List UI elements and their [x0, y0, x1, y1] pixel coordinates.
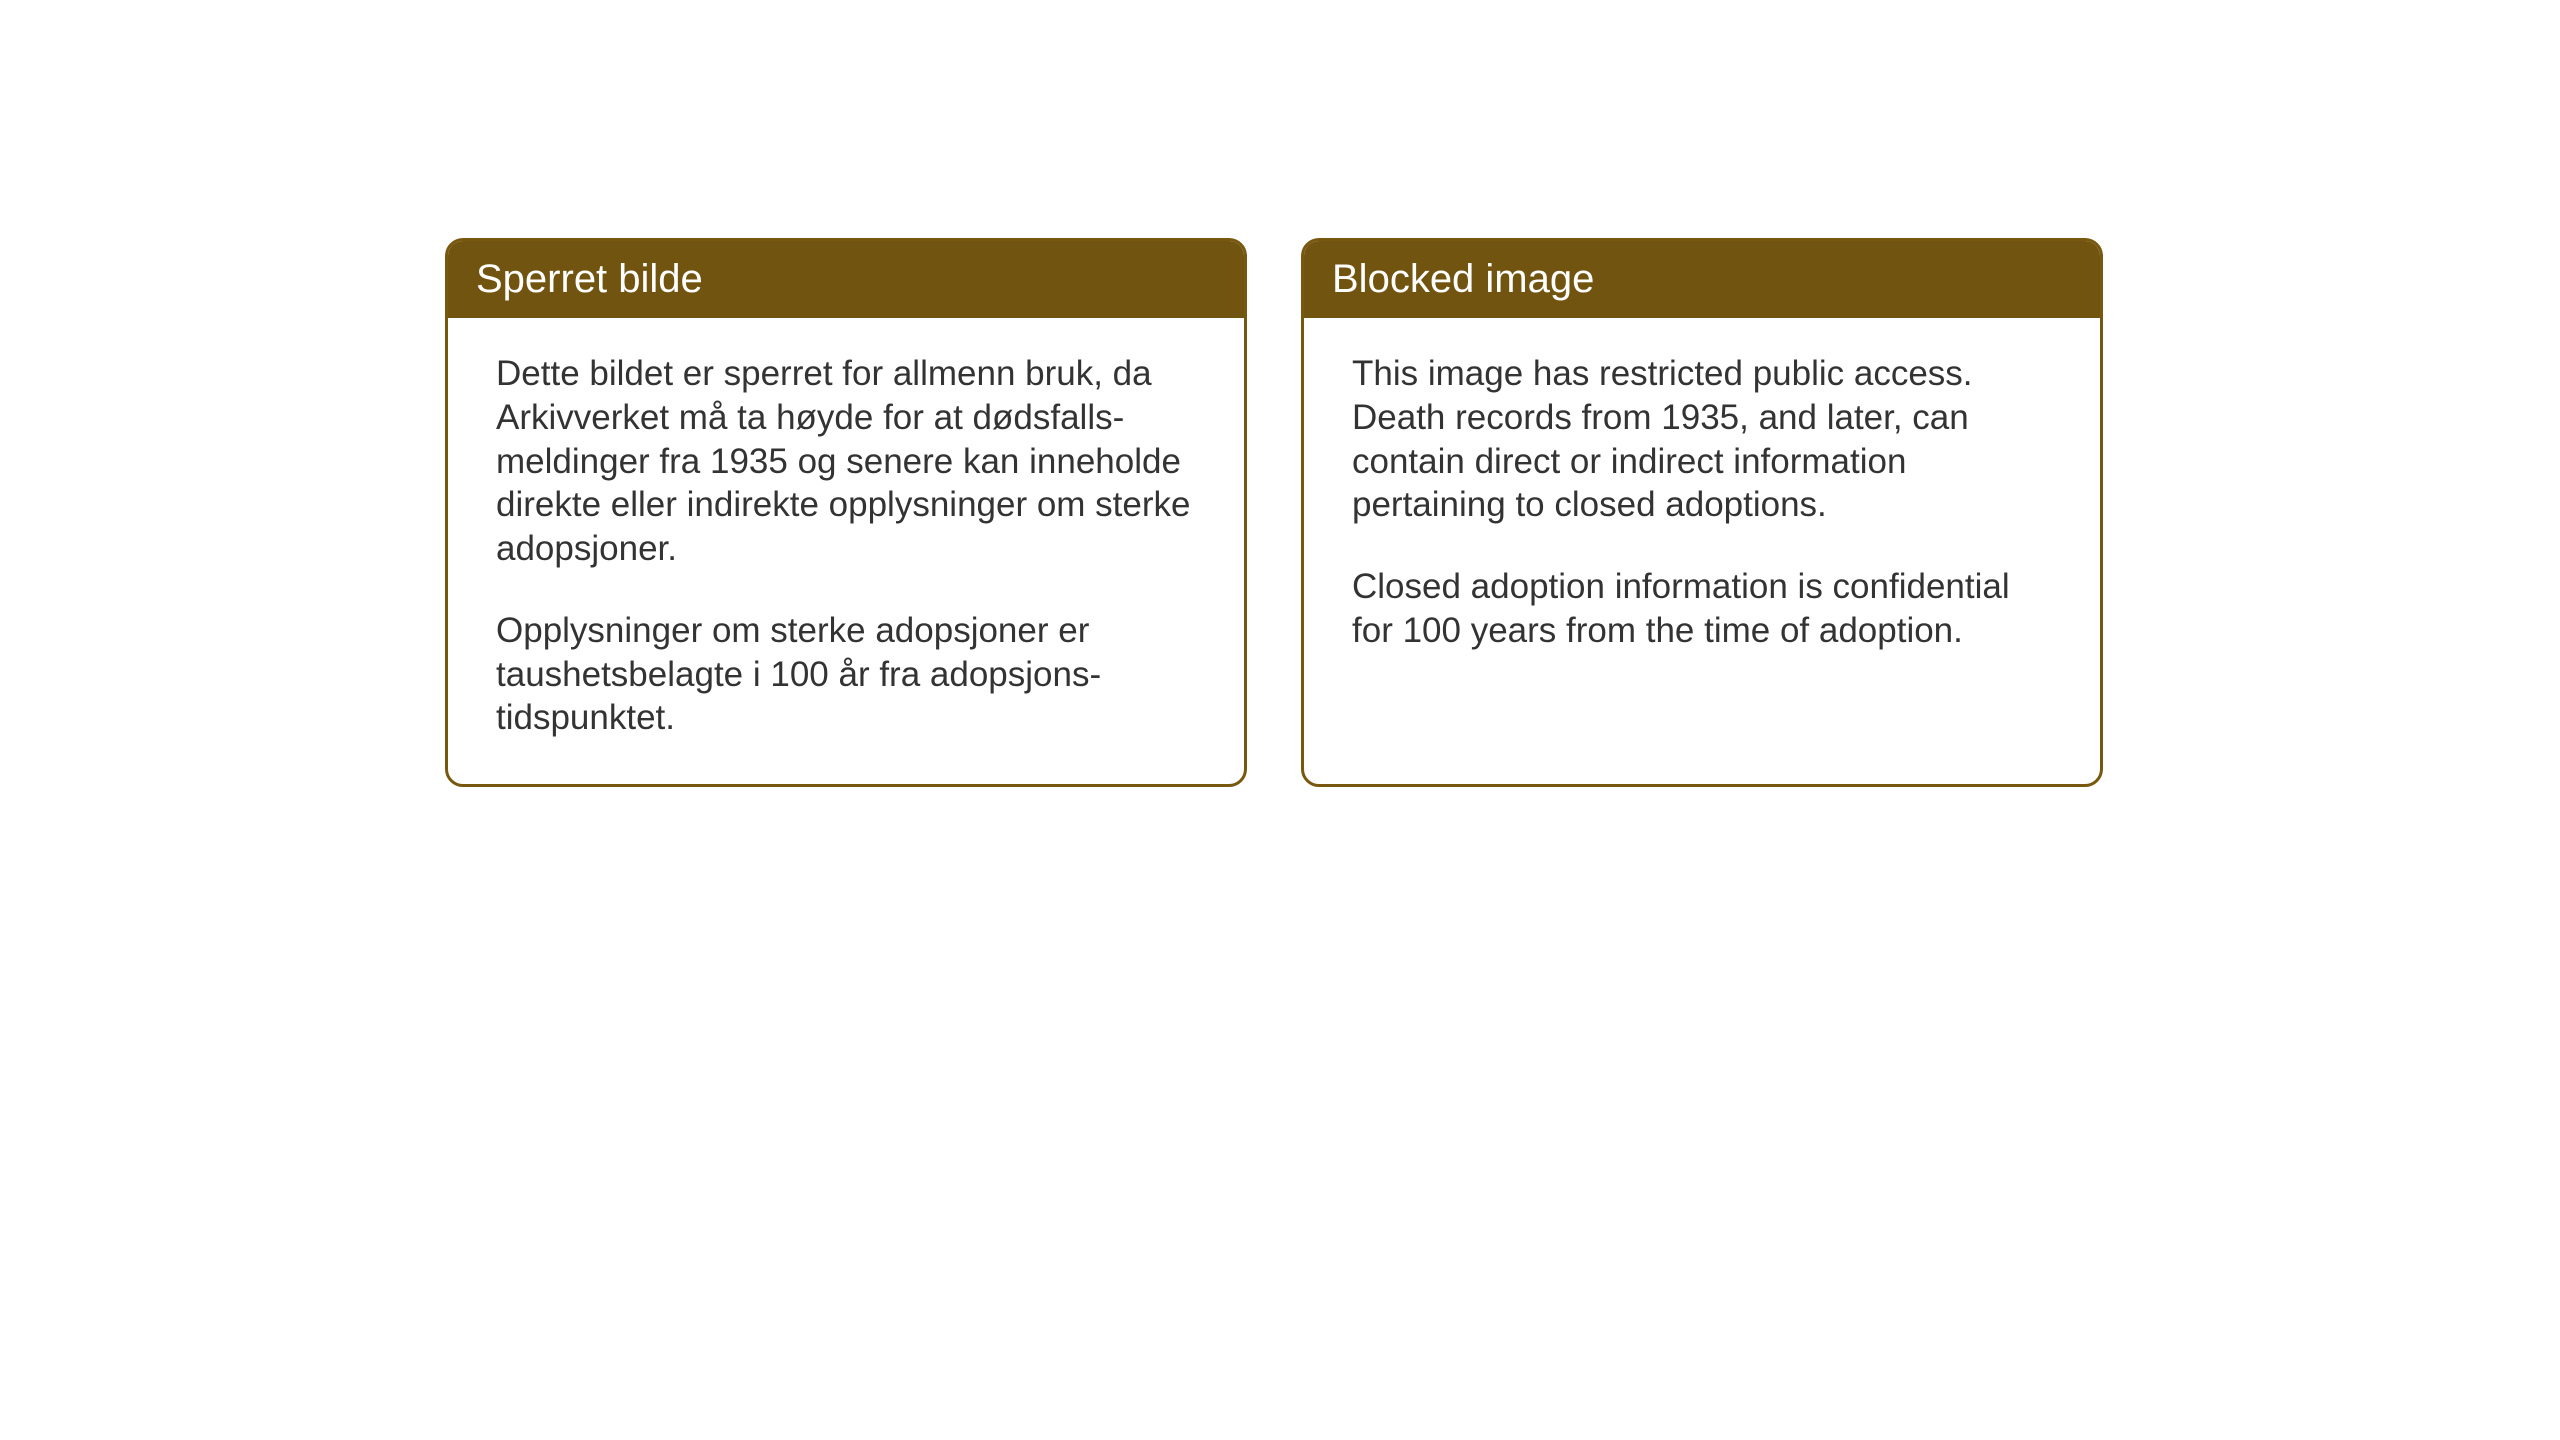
english-notice-card: Blocked image This image has restricted …	[1301, 238, 2103, 787]
norwegian-card-body: Dette bildet er sperret for allmenn bruk…	[448, 318, 1244, 784]
norwegian-card-header: Sperret bilde	[448, 241, 1244, 318]
english-paragraph-1: This image has restricted public access.…	[1352, 352, 2052, 527]
norwegian-notice-card: Sperret bilde Dette bildet er sperret fo…	[445, 238, 1247, 787]
english-paragraph-2: Closed adoption information is confident…	[1352, 565, 2052, 653]
norwegian-card-title: Sperret bilde	[476, 257, 1216, 302]
norwegian-paragraph-1: Dette bildet er sperret for allmenn bruk…	[496, 352, 1196, 571]
english-card-title: Blocked image	[1332, 257, 2072, 302]
english-card-header: Blocked image	[1304, 241, 2100, 318]
english-card-body: This image has restricted public access.…	[1304, 318, 2100, 697]
norwegian-paragraph-2: Opplysninger om sterke adopsjoner er tau…	[496, 609, 1196, 740]
cards-container: Sperret bilde Dette bildet er sperret fo…	[445, 238, 2103, 787]
